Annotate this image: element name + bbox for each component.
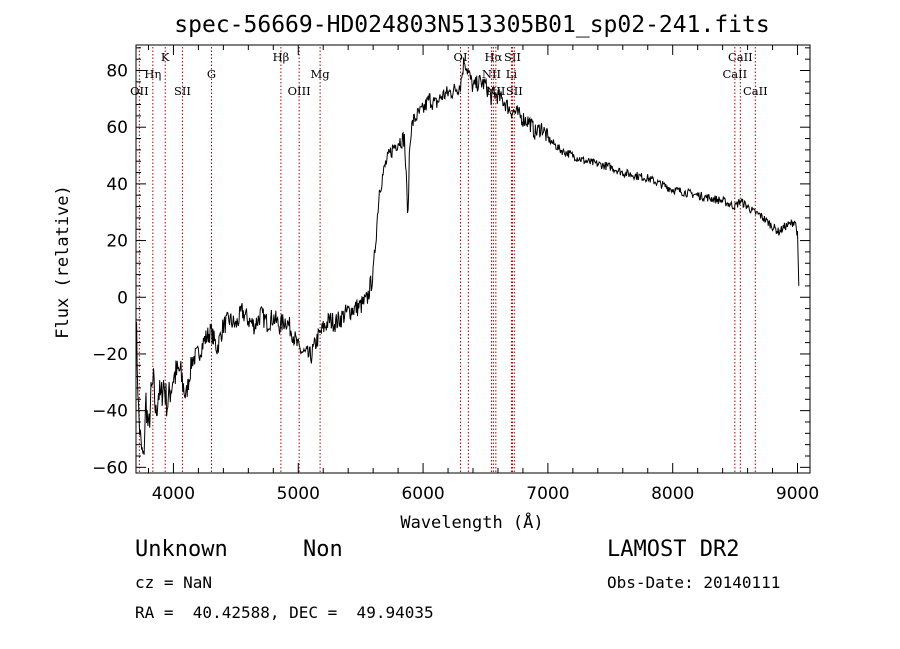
x-tick-label: 8000: [651, 484, 694, 504]
line-marker-label: CaII: [722, 67, 747, 81]
redshift: cz = NaN: [135, 573, 213, 592]
line-marker-label: G: [207, 67, 216, 81]
y-tick-label: 0: [117, 288, 128, 308]
survey-name: LAMOST DR2: [607, 537, 740, 562]
line-marker-label: Hη: [144, 67, 161, 81]
line-marker-label: Hβ: [273, 50, 290, 64]
chart-title: spec-56669-HD024803N513305B01_sp02-241.f…: [174, 12, 769, 38]
y-tick-label: −40: [92, 402, 128, 422]
line-marker-label: Mg: [311, 67, 331, 81]
line-marker-label: Hα: [484, 50, 502, 64]
y-axis-label: Flux (relative): [53, 185, 73, 339]
line-marker-label: SII: [174, 84, 191, 98]
y-tick-label: −20: [92, 345, 128, 365]
x-axis-label: Wavelength (Å): [400, 511, 543, 533]
subclass: Non: [303, 537, 343, 562]
line-marker-label: NII: [482, 67, 501, 81]
x-tick-label: 5000: [277, 484, 320, 504]
line-marker-label: K: [161, 50, 170, 64]
line-marker-label: SII: [506, 84, 523, 98]
x-tick-label: 6000: [401, 484, 444, 504]
spectrum-line: [135, 57, 800, 455]
line-marker-label: Li: [506, 67, 518, 81]
line-marker-label: CaII: [743, 84, 768, 98]
y-tick-label: 20: [106, 232, 128, 252]
coordinates: RA = 40.42588, DEC = 49.94035: [135, 603, 434, 622]
y-tick-label: 80: [106, 62, 128, 82]
x-tick-label: 4000: [152, 484, 195, 504]
line-marker-label: CaII: [728, 50, 753, 64]
line-marker-label: OI: [454, 50, 468, 64]
y-tick-label: −60: [92, 458, 128, 478]
y-axis-ticks: −60 −40 −20 0 20 40 60 80: [92, 47, 810, 478]
x-axis-ticks: 4000 5000 6000 7000 8000 9000: [147, 45, 819, 504]
y-tick-label: 60: [106, 118, 128, 138]
line-marker-label: SII: [504, 50, 521, 64]
x-tick-label: 7000: [526, 484, 569, 504]
plot-frame: [135, 44, 811, 474]
object-class: Unknown: [135, 537, 228, 562]
x-tick-label: 9000: [776, 484, 819, 504]
line-marker-label: OIII: [288, 84, 311, 98]
obs-date: Obs-Date: 20140111: [607, 573, 781, 592]
y-tick-label: 40: [106, 175, 128, 195]
line-marker-label: OII: [130, 84, 149, 98]
